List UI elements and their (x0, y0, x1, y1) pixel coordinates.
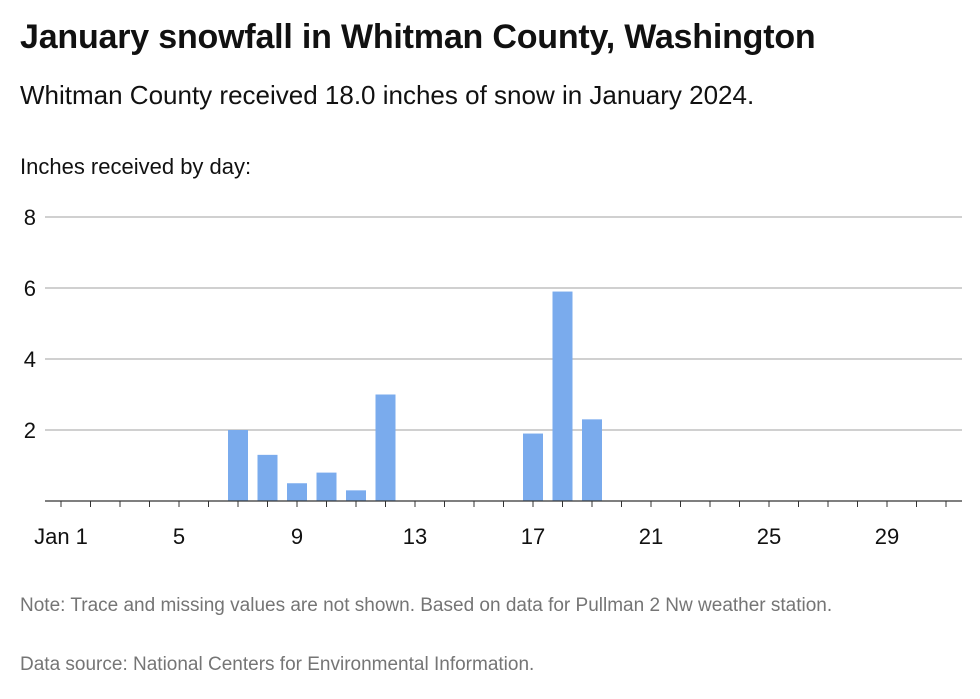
bar-day-18 (552, 291, 573, 501)
bar-day-11 (346, 490, 366, 501)
chart-note: Note: Trace and missing values are not s… (20, 595, 833, 616)
y-axis-label: Inches received by day: (20, 154, 252, 179)
data-source: Data source: National Centers for Enviro… (20, 654, 535, 675)
chart-subtitle: Whitman County received 18.0 inches of s… (20, 80, 755, 110)
x-tick-label: 13 (403, 524, 427, 549)
y-tick-label: 8 (24, 205, 36, 230)
x-tick-label: 21 (639, 524, 663, 549)
bar-day-7 (228, 430, 248, 501)
bar-day-12 (375, 394, 396, 501)
y-tick-label: 2 (24, 418, 36, 443)
snowfall-bar-chart: 2 4 6 8 Jan 1 5 9 13 17 21 25 29 (24, 205, 962, 549)
x-tick-label: 17 (521, 524, 545, 549)
bar-day-8 (257, 454, 278, 501)
bar-day-17 (523, 433, 543, 501)
x-tick-label: 5 (173, 524, 185, 549)
x-tick-label: 25 (757, 524, 781, 549)
bar-day-9 (287, 483, 307, 501)
bars (228, 291, 602, 501)
y-tick-label: 6 (24, 276, 36, 301)
bar-day-10 (316, 472, 337, 501)
y-tick-label: 4 (24, 347, 36, 372)
y-axis-ticks: 2 4 6 8 (24, 205, 36, 443)
x-axis: Jan 1 5 9 13 17 21 25 29 (34, 500, 962, 549)
x-tick-label: 9 (291, 524, 303, 549)
bar-day-19 (582, 419, 602, 501)
x-tick-label: 29 (875, 524, 899, 549)
chart-title: January snowfall in Whitman County, Wash… (20, 18, 816, 56)
x-tick-label: Jan 1 (34, 524, 88, 549)
gridlines (45, 216, 962, 431)
